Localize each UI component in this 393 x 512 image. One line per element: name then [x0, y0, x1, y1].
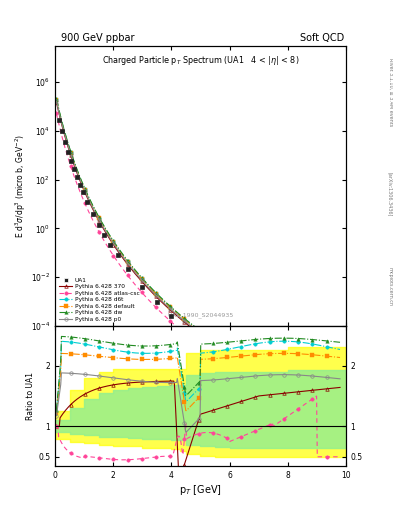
Text: 900 GeV ppbar: 900 GeV ppbar	[61, 33, 134, 44]
X-axis label: p$_T$ [GeV]: p$_T$ [GeV]	[179, 482, 222, 497]
Text: Charged Particle p$_T$ Spectrum (UA1   4 < |$\eta$| < 8): Charged Particle p$_T$ Spectrum (UA1 4 <…	[102, 54, 299, 68]
Text: Rivet 3.1.10, ≥ 3.4M events: Rivet 3.1.10, ≥ 3.4M events	[388, 58, 393, 126]
Text: [arXiv:1306.3436]: [arXiv:1306.3436]	[388, 173, 393, 217]
Text: mcplots.cern.ch: mcplots.cern.ch	[388, 267, 393, 306]
Text: Soft QCD: Soft QCD	[299, 33, 344, 44]
Text: UA1_1990_S2044935: UA1_1990_S2044935	[167, 312, 233, 317]
Y-axis label: Ratio to UA1: Ratio to UA1	[26, 372, 35, 420]
Y-axis label: E d$^3\sigma$/dp$^3$ (micro b, GeV$^{-2}$): E d$^3\sigma$/dp$^3$ (micro b, GeV$^{-2}…	[14, 134, 28, 238]
Legend: UA1, Pythia 6.428 370, Pythia 6.428 atlas-csc, Pythia 6.428 d6t, Pythia 6.428 de: UA1, Pythia 6.428 370, Pythia 6.428 atla…	[58, 276, 141, 323]
